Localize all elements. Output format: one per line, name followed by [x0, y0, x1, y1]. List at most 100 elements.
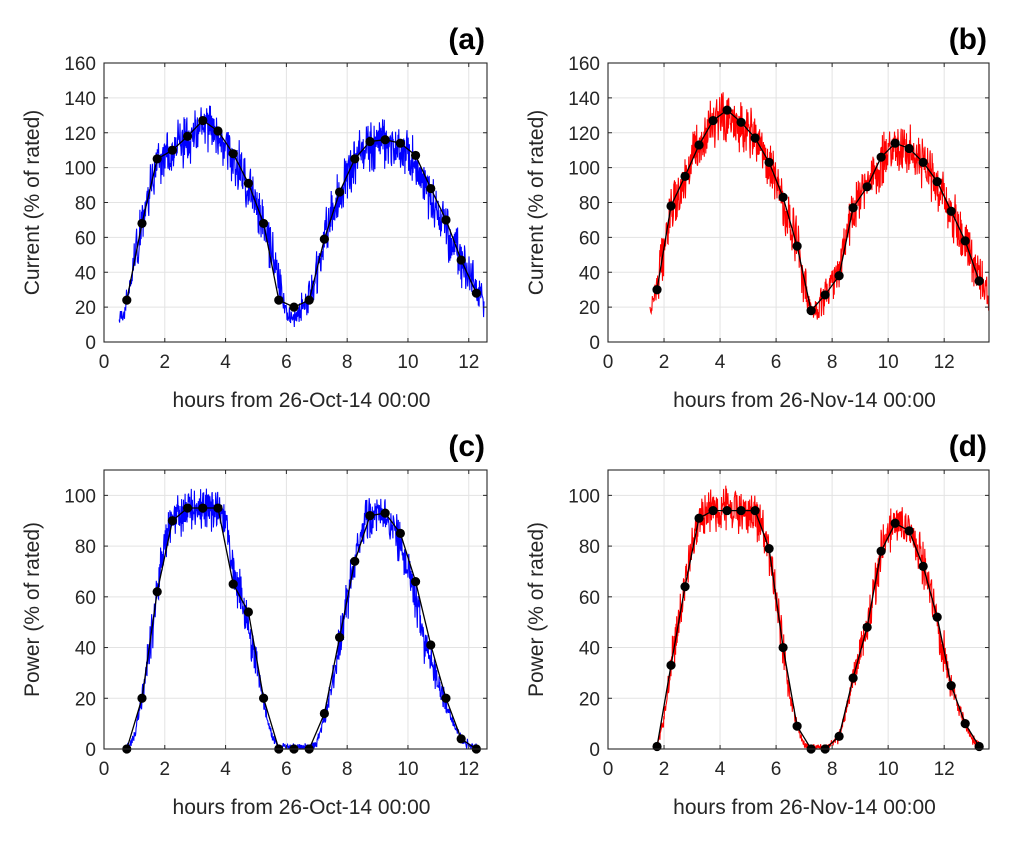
average-point: [932, 612, 942, 622]
y-tick-label: 120: [64, 124, 96, 145]
average-point: [974, 276, 984, 286]
x-tick-label: 8: [827, 759, 838, 780]
average-point: [198, 503, 208, 513]
average-point: [350, 556, 360, 566]
x-axis-label: hours from 26-Nov-14 00:00: [673, 796, 936, 819]
x-tick-label: 10: [878, 759, 899, 780]
y-axis-label: Current (% of rated): [525, 110, 548, 296]
y-tick-label: 120: [568, 124, 600, 145]
y-axis-label: Power (% of rated): [21, 522, 44, 697]
y-tick-label: 80: [579, 194, 600, 215]
x-tick-label: 10: [878, 352, 899, 373]
average-point: [410, 577, 421, 587]
average-point: [722, 505, 732, 516]
y-tick-label: 80: [75, 194, 96, 215]
average-point: [182, 131, 193, 141]
average-point: [890, 138, 900, 148]
y-tick-label: 40: [579, 263, 600, 284]
average-point: [456, 734, 466, 744]
average-point: [862, 622, 872, 632]
average-point: [274, 295, 284, 305]
average-point: [848, 203, 858, 213]
x-tick-label: 10: [397, 759, 418, 780]
average-point: [666, 201, 676, 211]
panel-tag: (c): [448, 430, 485, 463]
average-point: [395, 528, 405, 539]
y-tick-label: 160: [568, 54, 600, 75]
x-tick-label: 4: [715, 759, 726, 780]
average-point: [764, 544, 774, 554]
average-point: [652, 285, 662, 295]
average-point: [904, 526, 914, 536]
average-point: [792, 241, 802, 251]
average-point: [258, 693, 269, 703]
average-point: [750, 133, 760, 143]
y-tick-label: 20: [579, 689, 600, 710]
y-tick-label: 0: [85, 333, 96, 354]
average-point: [708, 505, 718, 516]
average-point: [213, 503, 223, 513]
x-tick-label: 0: [603, 759, 614, 780]
x-tick-label: 2: [659, 352, 670, 373]
average-point: [137, 693, 147, 703]
y-tick-label: 60: [75, 228, 96, 249]
average-point: [876, 546, 886, 556]
average-point: [289, 302, 299, 312]
axes-box: [103, 469, 488, 750]
x-tick-label: 8: [342, 352, 353, 373]
average-point: [736, 505, 746, 516]
average-point: [380, 508, 390, 518]
average-point: [694, 140, 704, 150]
average-point: [167, 145, 177, 155]
x-axis-label: hours from 26-Oct-14 00:00: [173, 796, 431, 819]
y-axis-label: Current (% of rated): [21, 110, 44, 296]
plot-area: [608, 470, 989, 749]
average-point: [932, 176, 942, 187]
average-point: [848, 673, 858, 683]
plot-area: [104, 470, 487, 749]
y-tick-label: 40: [75, 639, 96, 660]
average-point: [365, 136, 375, 147]
x-tick-label: 12: [458, 352, 479, 373]
average-point: [228, 149, 238, 159]
y-tick-label: 100: [568, 486, 600, 507]
y-tick-label: 140: [64, 89, 96, 110]
y-tick-label: 80: [579, 537, 600, 558]
panel-tag: (a): [448, 23, 485, 56]
y-tick-label: 60: [75, 588, 96, 609]
x-tick-label: 12: [934, 352, 955, 373]
average-point: [946, 680, 956, 691]
average-point: [890, 518, 900, 528]
average-point: [680, 582, 690, 592]
average-point: [152, 587, 162, 597]
average-point: [441, 215, 451, 225]
average-point: [456, 255, 466, 265]
axes-box: [607, 469, 990, 750]
average-point: [365, 511, 375, 521]
x-axis-label: hours from 26-Oct-14 00:00: [173, 389, 431, 412]
average-point: [410, 150, 421, 161]
average-point: [918, 157, 928, 167]
average-point: [137, 218, 147, 229]
y-tick-label: 20: [75, 689, 96, 710]
average-point: [778, 192, 788, 202]
x-tick-label: 8: [827, 352, 838, 373]
average-point: [736, 117, 746, 127]
average-point: [122, 295, 132, 305]
x-tick-label: 4: [220, 352, 231, 373]
average-point: [167, 516, 177, 526]
average-point: [750, 505, 760, 516]
y-tick-label: 0: [589, 740, 600, 761]
measured-series-line: [126, 488, 477, 749]
y-tick-label: 60: [579, 588, 600, 609]
x-tick-label: 0: [99, 759, 110, 780]
average-point: [441, 693, 451, 703]
average-point: [834, 271, 844, 281]
y-tick-label: 100: [568, 159, 600, 180]
average-point: [152, 154, 162, 164]
panel-tag: (b): [949, 23, 987, 56]
y-tick-label: 100: [64, 486, 96, 507]
panel-tag: (d): [949, 430, 987, 463]
